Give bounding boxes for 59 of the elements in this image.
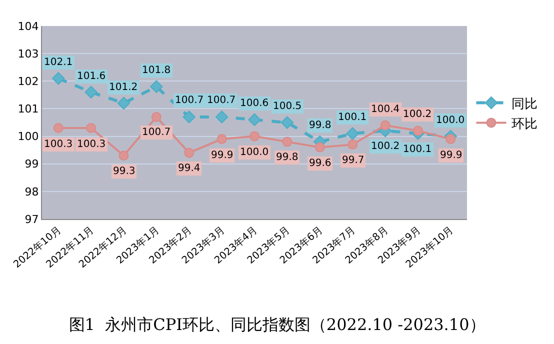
y-tick-label: 99 bbox=[24, 158, 39, 171]
point bbox=[346, 127, 359, 140]
data-label: 100.0 bbox=[240, 147, 269, 158]
point bbox=[216, 134, 227, 144]
data-label: 99.7 bbox=[342, 155, 364, 166]
y-tick-label: 103 bbox=[18, 47, 39, 60]
point bbox=[348, 140, 358, 150]
data-label: 99.3 bbox=[113, 166, 136, 177]
point bbox=[215, 110, 228, 124]
data-label: 100.4 bbox=[371, 104, 400, 115]
data-label: 99.9 bbox=[440, 150, 462, 161]
point bbox=[118, 150, 129, 161]
point bbox=[86, 123, 96, 134]
point bbox=[150, 80, 163, 94]
data-label: 100.2 bbox=[403, 109, 432, 120]
data-label: 102.1 bbox=[44, 57, 73, 68]
point bbox=[314, 142, 325, 152]
data-label: 100.7 bbox=[207, 95, 236, 106]
legend-label: 环比 bbox=[511, 116, 538, 132]
data-label: 99.9 bbox=[211, 150, 234, 161]
point bbox=[184, 148, 194, 158]
data-label: 101.2 bbox=[109, 82, 138, 93]
data-label: 99.4 bbox=[178, 163, 200, 174]
legend-label: 同比 bbox=[511, 96, 538, 112]
y-tick-label: 97 bbox=[24, 212, 39, 226]
data-label: 99.6 bbox=[309, 158, 332, 169]
point bbox=[151, 112, 162, 122]
y-tick-label: 100 bbox=[18, 130, 39, 144]
y-tick-label: 102 bbox=[18, 74, 39, 88]
data-label: 99.8 bbox=[276, 152, 298, 163]
point bbox=[53, 123, 64, 134]
data-label: 101.6 bbox=[77, 71, 106, 82]
y-tick-label: 101 bbox=[18, 102, 39, 116]
text: 图1 永州市CPI环比、同比指数图（2022.10 -2023.10） bbox=[68, 315, 486, 334]
point bbox=[182, 110, 196, 124]
data-label: 101.8 bbox=[142, 65, 171, 76]
data-label: 100.6 bbox=[240, 98, 269, 109]
data-label: 100.3 bbox=[77, 139, 106, 150]
point bbox=[117, 96, 130, 110]
point bbox=[412, 126, 423, 136]
data-label: 99.8 bbox=[309, 120, 332, 131]
data-label: 100.1 bbox=[338, 112, 367, 123]
data-label: 100.5 bbox=[273, 101, 302, 112]
point bbox=[446, 134, 456, 144]
data-label: 100.0 bbox=[436, 115, 465, 126]
point bbox=[52, 72, 65, 85]
point bbox=[280, 116, 294, 129]
y-tick-label: 98 bbox=[24, 185, 39, 198]
data-label: 100.2 bbox=[371, 141, 400, 152]
data-label: 100.3 bbox=[44, 139, 73, 150]
point bbox=[248, 113, 261, 126]
data-label: 100.7 bbox=[142, 127, 171, 138]
data-label: 100.7 bbox=[175, 95, 204, 106]
data-label: 100.1 bbox=[403, 144, 432, 155]
point bbox=[380, 120, 390, 130]
point bbox=[282, 136, 292, 147]
point bbox=[250, 131, 260, 142]
point bbox=[84, 86, 98, 99]
y-tick-label: 104 bbox=[18, 20, 39, 33]
